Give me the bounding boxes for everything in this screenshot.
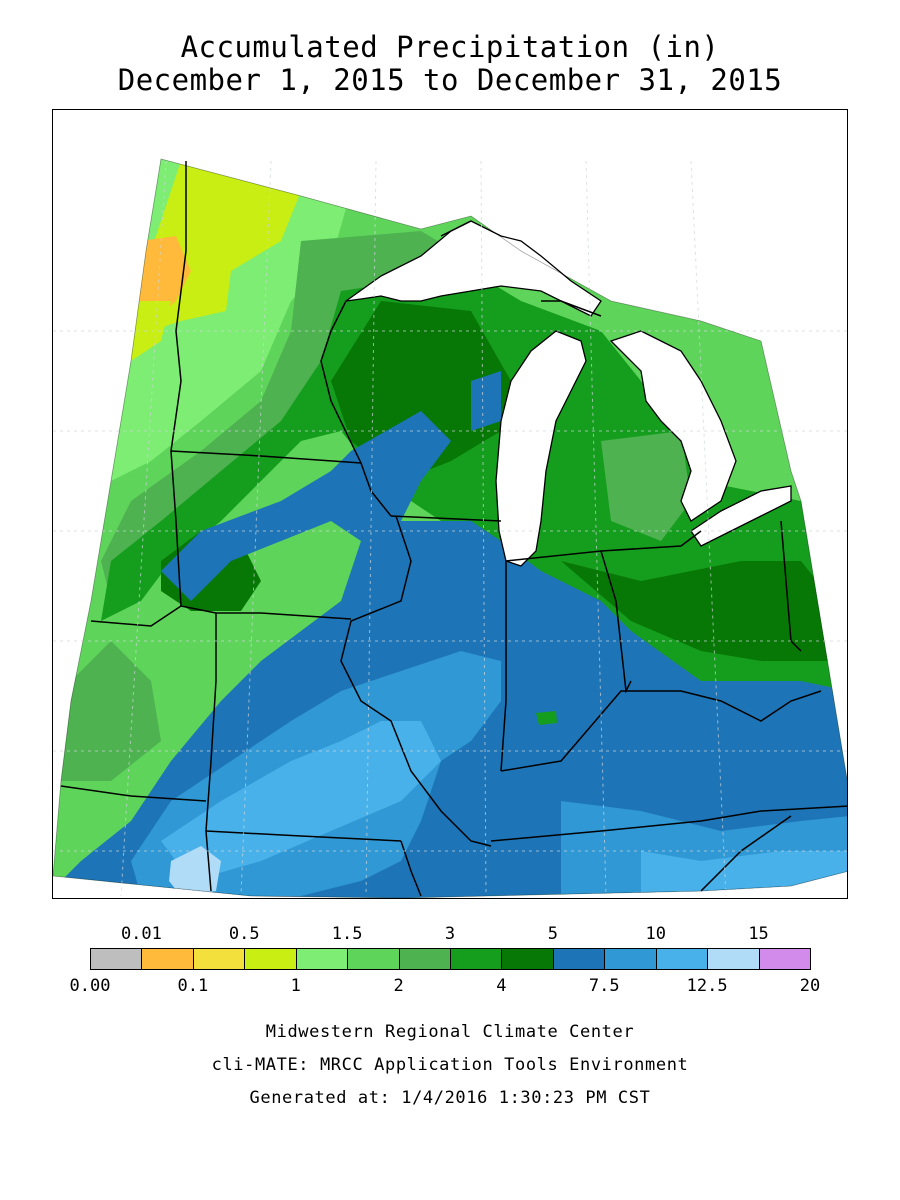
legend-bottom-label: 20 [799, 976, 821, 996]
legend-top-label: 0.01 [120, 924, 162, 944]
legend-bottom-label: 12.5 [686, 976, 728, 996]
legend-swatch [295, 948, 349, 970]
legend-bottom-label: 0.1 [177, 976, 209, 996]
legend-swatch [758, 948, 811, 970]
precipitation-map [52, 109, 848, 899]
great-lakes [345, 220, 792, 567]
credit-generated: Generated at: 1/4/2016 1:30:23 PM CST [249, 1088, 651, 1108]
legend-swatch [347, 948, 400, 970]
precip-field [53, 159, 847, 898]
legend-top-label: 15 [748, 924, 769, 944]
legend-bottom-label: 2 [393, 976, 404, 996]
credit-center: Midwestern Regional Climate Center [265, 1022, 635, 1042]
legend-swatch [90, 948, 143, 970]
credit-tool: cli-MATE: MRCC Application Tools Environ… [211, 1055, 689, 1075]
legend-swatch [501, 948, 554, 970]
legend-swatch [141, 948, 194, 970]
legend-top-label: 1.5 [331, 924, 363, 944]
legend-swatch [192, 948, 246, 970]
legend-top-label: 10 [645, 924, 666, 944]
legend-bottom-label: 0.00 [69, 976, 111, 996]
legend-swatch [244, 948, 297, 970]
legend-top-label: 0.5 [228, 924, 260, 944]
legend-bottom-label: 4 [496, 976, 507, 996]
map-date-range: December 1, 2015 to December 31, 2015 [117, 63, 783, 97]
legend-swatch [398, 948, 451, 970]
legend-top-label: 3 [444, 924, 456, 944]
legend-bottom-label: 7.5 [588, 976, 620, 996]
legend-swatch [604, 948, 657, 970]
legend-swatch [450, 948, 503, 970]
legend-swatch [552, 948, 606, 970]
legend-swatch [655, 948, 709, 970]
legend-top-label: 5 [547, 924, 558, 944]
legend-bottom-label: 1 [290, 976, 301, 996]
legend-swatch [707, 948, 760, 970]
map-title: Accumulated Precipitation (in) [180, 30, 720, 64]
